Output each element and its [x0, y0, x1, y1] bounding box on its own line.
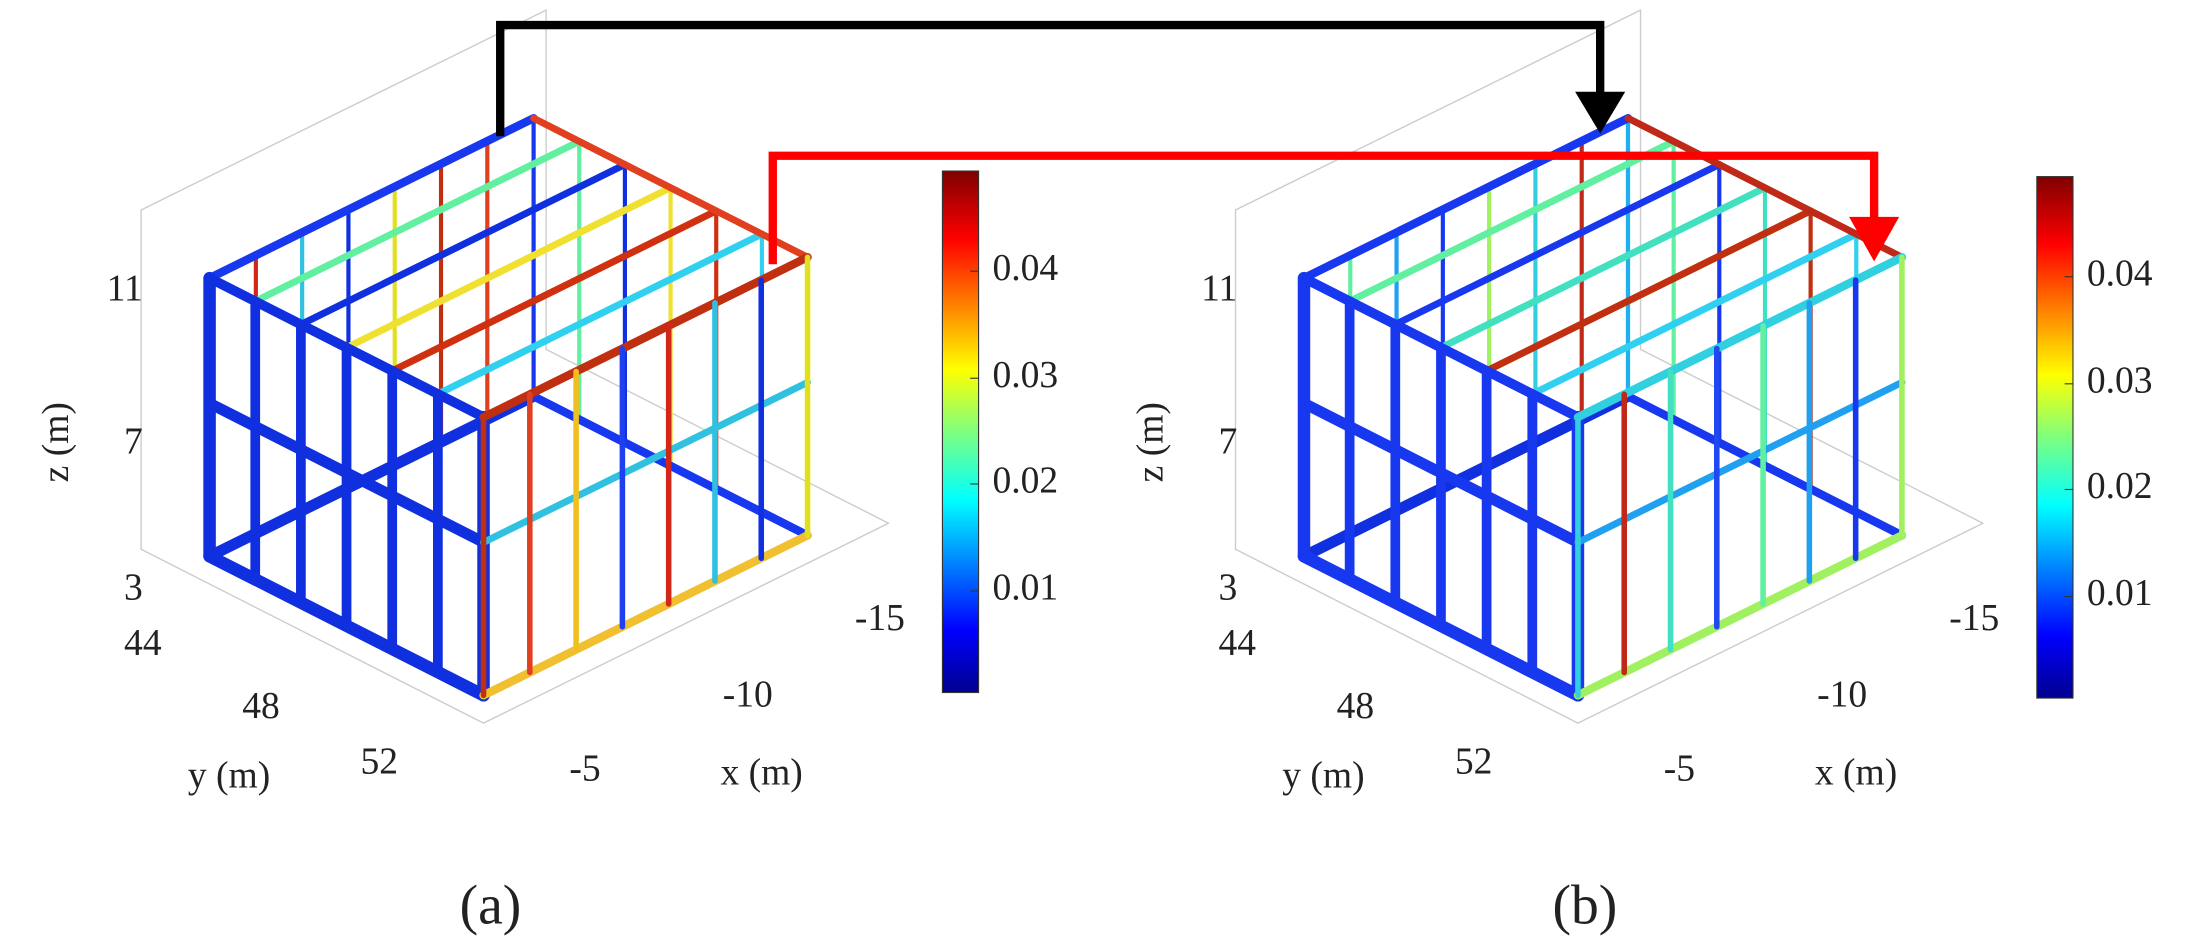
- y-tick-label: 48: [1337, 686, 1375, 727]
- x-tick-label: -5: [1664, 748, 1695, 789]
- panel: 3 7 11 44 48 52 -5 -10 -15 z (m) y (m) x (m) 0.01 0.0…: [36, 9, 1058, 937]
- right-beam: [479, 253, 812, 422]
- x-tick-label: -5: [569, 748, 600, 789]
- colorbar-tick-label: 0.03: [992, 355, 1058, 396]
- z-axis-label: z (m): [1130, 402, 1171, 482]
- black-arrow-head: [1575, 91, 1626, 134]
- red-arrow: [768, 151, 1879, 265]
- axis-box: [140, 548, 485, 724]
- y-axis-label: y (m): [188, 755, 270, 796]
- y-tick-label: 48: [242, 686, 280, 727]
- z-tick-label: 11: [107, 269, 143, 310]
- x-tick-label: -10: [723, 675, 773, 716]
- colorbar-tick-label: 0.04: [992, 248, 1058, 289]
- axis-box: [1234, 548, 1579, 724]
- black-arrow: [496, 20, 1605, 137]
- roof-beam: [1437, 184, 1769, 352]
- panel: 3 7 11 44 48 52 -5 -10 -15 z (m) y (m) x (m) 0.01 0.0…: [1130, 9, 2153, 937]
- z-tick-label: 3: [1218, 568, 1237, 609]
- axis-box: [140, 9, 547, 211]
- y-tick-label: 52: [1455, 741, 1493, 782]
- panel-label: (a): [460, 875, 522, 937]
- right-beam: [479, 531, 812, 700]
- colorbar-tick-label: 0.02: [2087, 466, 2153, 507]
- roof-beam: [343, 184, 675, 352]
- x-tick-label: -10: [1817, 675, 1867, 716]
- roof-beam: [530, 114, 812, 261]
- y-tick-label: 44: [1218, 623, 1256, 664]
- y-tick-label: 52: [360, 741, 398, 782]
- y-tick-label: 44: [124, 623, 162, 664]
- roof-beam: [297, 161, 629, 328]
- z-tick-label: 3: [124, 568, 143, 609]
- colorbar: [941, 170, 980, 694]
- roof-beam: [205, 114, 538, 283]
- roof-beam: [1528, 230, 1860, 398]
- z-tick-label: 11: [1201, 269, 1237, 310]
- right-beam: [1574, 378, 1906, 546]
- roof-beam: [388, 207, 720, 375]
- roof-beam: [1624, 114, 1906, 261]
- panel-label: (b): [1552, 875, 1617, 937]
- right-beam: [480, 378, 812, 546]
- frames: 3 7 11 44 48 52 -5 -10 -15 z (m) y (m) x (m) 0.01 0.0…: [36, 9, 2153, 937]
- colorbar: [2036, 176, 2074, 699]
- roof-beam: [1391, 161, 1723, 328]
- y-axis-label: y (m): [1282, 755, 1364, 796]
- roof-beam: [1299, 114, 1633, 283]
- x-tick-label: -15: [1949, 598, 1999, 639]
- right-beam: [1573, 253, 1907, 422]
- colorbar-tick-label: 0.01: [992, 568, 1058, 609]
- colorbar-tick-label: 0.03: [2087, 360, 2153, 401]
- roof-beam: [434, 230, 766, 398]
- colorbar-tick-label: 0.02: [992, 461, 1058, 502]
- x-tick-label: -15: [855, 598, 905, 639]
- z-tick-label: 7: [124, 422, 143, 463]
- z-axis-label: z (m): [36, 402, 77, 482]
- right-beam: [1573, 531, 1907, 700]
- roof-beam: [1483, 207, 1815, 375]
- x-axis-label: x (m): [1815, 753, 1897, 794]
- red-arrow-head: [1849, 216, 1900, 262]
- x-axis-label: x (m): [720, 753, 802, 794]
- axis-box: [1234, 9, 1642, 211]
- colorbar-tick-label: 0.04: [2087, 253, 2153, 294]
- roof-beam: [251, 137, 583, 305]
- z-tick-label: 7: [1218, 422, 1237, 463]
- roof-beam: [1346, 137, 1678, 305]
- axis-box: [1577, 522, 1984, 724]
- axis-box: [482, 522, 890, 724]
- colorbar-tick-label: 0.01: [2087, 573, 2153, 614]
